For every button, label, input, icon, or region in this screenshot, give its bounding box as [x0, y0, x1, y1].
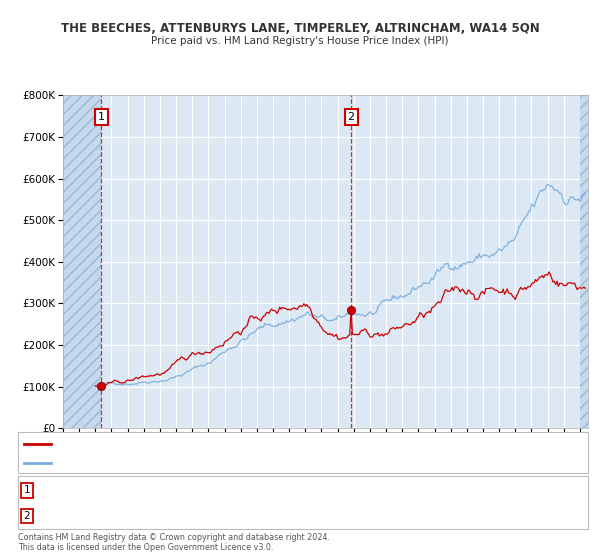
Bar: [580, 95, 588, 428]
Text: 2: 2: [23, 511, 31, 521]
Text: 01-NOV-2010: 01-NOV-2010: [63, 511, 132, 521]
Text: HPI: Average price, detached house, Trafford: HPI: Average price, detached house, Traf…: [57, 459, 259, 468]
Text: £285,000: £285,000: [234, 511, 283, 521]
Bar: [63, 95, 101, 428]
Text: This data is licensed under the Open Government Licence v3.0.: This data is licensed under the Open Gov…: [18, 543, 274, 552]
Text: 2: 2: [347, 112, 355, 122]
Text: Price paid vs. HM Land Registry's House Price Index (HPI): Price paid vs. HM Land Registry's House …: [151, 36, 449, 46]
Text: THE BEECHES, ATTENBURYS LANE, TIMPERLEY, ALTRINCHAM, WA14 5QN: THE BEECHES, ATTENBURYS LANE, TIMPERLEY,…: [61, 22, 539, 35]
Text: 1: 1: [98, 112, 105, 122]
Text: 17% ↓ HPI: 17% ↓ HPI: [366, 511, 421, 521]
Text: Contains HM Land Registry data © Crown copyright and database right 2024.: Contains HM Land Registry data © Crown c…: [18, 533, 330, 542]
Text: 1: 1: [23, 486, 31, 496]
Text: THE BEECHES, ATTENBURYS LANE, TIMPERLEY, ALTRINCHAM, WA14 5QN (detached house): THE BEECHES, ATTENBURYS LANE, TIMPERLEY,…: [57, 439, 464, 448]
Text: £102,000: £102,000: [234, 486, 283, 496]
Text: 1% ↓ HPI: 1% ↓ HPI: [366, 486, 415, 496]
Text: 12-MAY-1995: 12-MAY-1995: [63, 486, 131, 496]
